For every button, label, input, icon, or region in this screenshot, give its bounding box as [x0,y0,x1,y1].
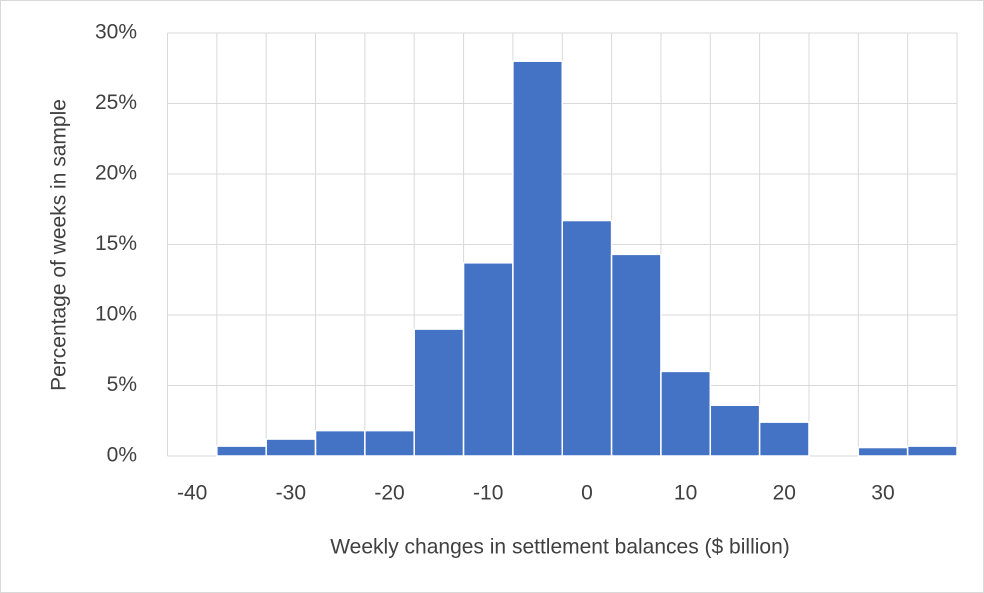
x-tick-label: 10 [674,482,697,505]
x-tick-label: -30 [276,482,306,505]
y-tick-label: 20% [95,162,137,185]
bar [758,421,810,457]
x-tick-label: 20 [773,482,796,505]
bar [314,429,366,457]
y-axis-label: Percentage of weeks in sample [48,99,71,391]
y-tick-label: 10% [95,303,137,326]
y-tick-label: 30% [95,21,137,44]
bar [462,262,514,457]
x-tick-label: -10 [473,482,503,505]
bar [364,429,415,457]
bar [709,404,761,457]
x-tick-label: 30 [871,482,894,505]
bar [660,370,712,457]
bar [265,438,317,457]
x-axis-label: Weekly changes in settlement balances ($… [330,536,790,559]
y-tick-label: 5% [107,373,137,396]
y-tick-label: 0% [107,444,137,467]
bar [216,445,267,457]
bar [906,445,958,457]
x-tick-label: -40 [177,482,207,505]
y-tick-label: 25% [95,91,137,114]
x-tick-label: -20 [374,482,404,505]
bar [857,446,909,457]
bar [413,328,465,457]
x-tick-label: 0 [581,482,593,505]
y-tick-label: 15% [95,232,137,255]
bar [610,253,662,457]
bar [561,219,613,457]
bar [512,60,563,457]
